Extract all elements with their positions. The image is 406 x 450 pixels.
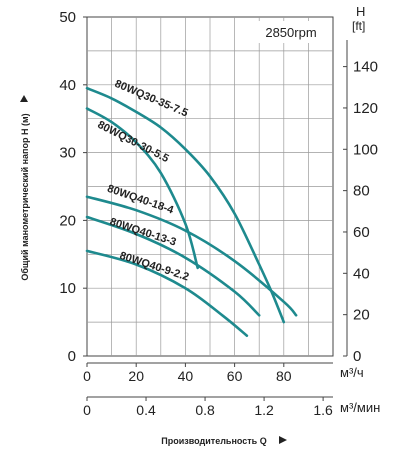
x-primary-tick-label: 20 — [128, 368, 144, 384]
pump-curve-line — [85, 249, 249, 337]
y-axis-title: Общий манометрический напор H (м) — [20, 113, 30, 280]
pump-curve-line — [85, 107, 199, 270]
x-axis-title: Производительность Q — [161, 436, 266, 446]
x-axis-arrow-icon — [279, 436, 287, 444]
y-right-tick-label: 60 — [353, 224, 370, 241]
axes: 0 10 20 30 40 50 0 20 40 60 80 100 120 140 0 20 40 60 80 0 0… — [59, 9, 378, 418]
y-axis-title-group: Общий манометрический напор H (м) — [20, 113, 30, 280]
x-primary-tick-label: 40 — [178, 368, 194, 384]
y-right-tick-label: 40 — [353, 265, 370, 282]
x-secondary-unit: м³/мин — [340, 400, 380, 415]
x-secondary-tick-label: 0 — [83, 402, 91, 418]
speed-label: 2850rpm — [265, 25, 316, 40]
y-right-tick-label: 120 — [353, 100, 378, 117]
x-primary-unit: м³/ч — [340, 365, 364, 380]
y-right-tick-label: 80 — [353, 183, 370, 200]
pump-curves — [85, 86, 298, 337]
y-left-tick-label: 50 — [59, 9, 76, 26]
x-secondary-tick-label: 0.8 — [195, 402, 215, 418]
pump-curve-line — [85, 215, 261, 317]
y-right-tick-label: 20 — [353, 307, 370, 324]
x-primary-tick-label: 0 — [83, 368, 91, 384]
pump-curve-line — [85, 195, 298, 317]
y-left-tick-label: 0 — [68, 348, 76, 365]
x-secondary-tick-label: 0.4 — [136, 402, 156, 418]
y-axis-arrow-icon — [20, 95, 28, 102]
x-secondary-tick-label: 1.6 — [313, 402, 333, 418]
pump-curve-line — [85, 86, 286, 324]
y-left-tick-label: 20 — [59, 212, 76, 229]
y-right-tick-label: 0 — [353, 348, 361, 365]
grid-lines — [87, 17, 333, 356]
x-primary-tick-label: 60 — [227, 368, 243, 384]
y-left-tick-label: 30 — [59, 145, 76, 162]
right-axis-title-ft: [ft] — [352, 19, 365, 33]
speed-label-box — [252, 21, 330, 43]
right-axis-title-h: H — [356, 4, 365, 19]
y-right-tick-label: 100 — [353, 141, 378, 158]
y-right-tick-label: 140 — [353, 59, 378, 76]
x-primary-tick-label: 80 — [276, 368, 292, 384]
y-left-tick-label: 10 — [59, 280, 76, 297]
x-secondary-tick-label: 1.2 — [254, 402, 274, 418]
y-left-tick-label: 40 — [59, 77, 76, 94]
